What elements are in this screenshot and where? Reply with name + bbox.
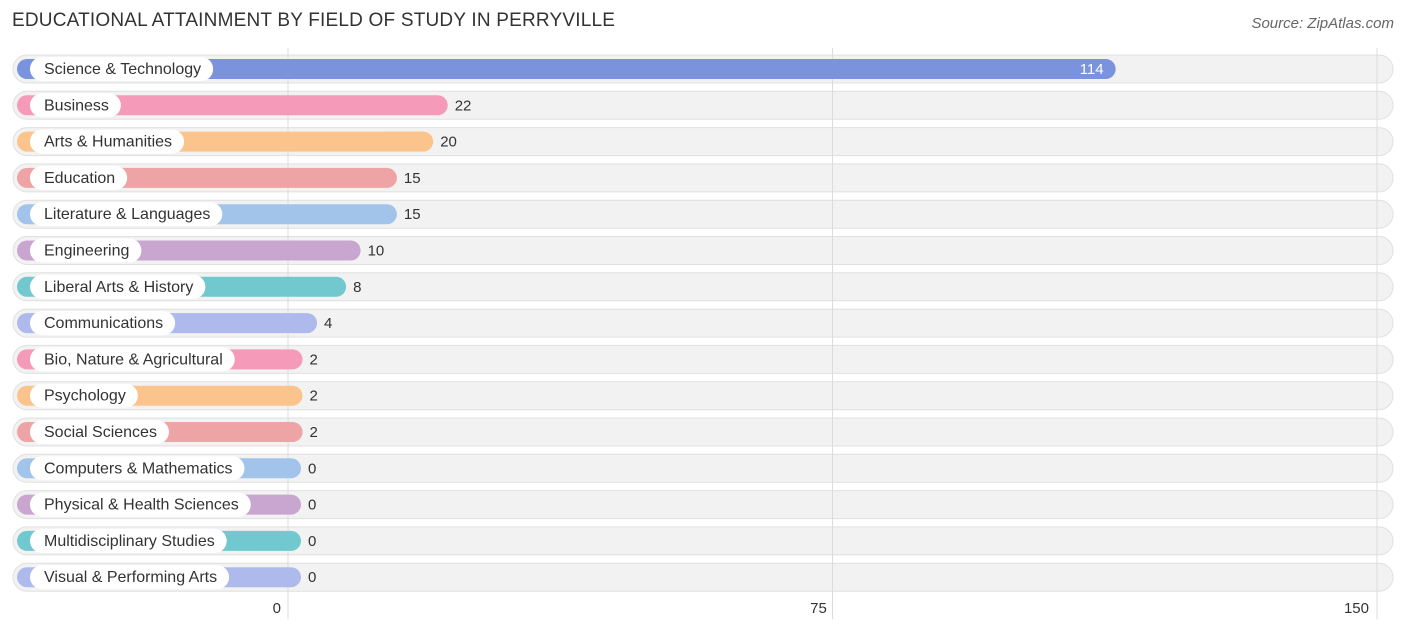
row-background: [12, 490, 1394, 520]
value-label: 8: [353, 279, 361, 296]
category-label-pill: [30, 165, 128, 190]
value-label: 0: [308, 460, 316, 477]
category-label-pill: [30, 492, 251, 517]
category-label: Physical & Health Sciences: [44, 497, 239, 514]
row-background: [12, 344, 1394, 374]
category-label: Computers & Mathematics: [44, 460, 233, 477]
category-label: Social Sciences: [44, 424, 157, 441]
tick-label: 150: [1344, 600, 1369, 617]
category-label: Business: [44, 97, 109, 114]
value-label: 0: [308, 497, 316, 514]
category-label-pill: [30, 57, 214, 81]
category-label: Science & Technology: [44, 61, 201, 78]
value-label: 2: [310, 424, 318, 441]
category-label-pill: [30, 383, 138, 408]
value-label: 2: [310, 351, 318, 368]
value-label: 0: [308, 569, 316, 586]
row-background: [12, 381, 1394, 411]
row-background: [12, 562, 1394, 592]
row-background: [12, 236, 1394, 265]
category-label: Literature & Languages: [44, 206, 210, 223]
category-label-pill: [30, 456, 245, 481]
row-background: [12, 272, 1394, 302]
value-label: 10: [368, 243, 385, 260]
category-label: Engineering: [44, 243, 129, 260]
value-label: 0: [308, 533, 316, 550]
value-label: 22: [455, 97, 472, 114]
category-label-pill: [30, 565, 230, 590]
category-label-pill: [30, 347, 235, 372]
value-label: 114: [1080, 61, 1104, 78]
value-label: 15: [404, 170, 421, 187]
bar: [17, 95, 448, 116]
category-label: Communications: [44, 315, 163, 332]
category-label-pill: [30, 238, 142, 263]
value-label: 2: [310, 388, 318, 405]
category-label: Multidisciplinary Studies: [44, 533, 215, 550]
category-label-pill: [30, 93, 121, 118]
category-label: Arts & Humanities: [44, 134, 172, 151]
category-label-pill: [30, 202, 223, 227]
category-label-pill: [30, 129, 185, 154]
category-label-pill: [30, 311, 176, 336]
category-label-pill: [30, 274, 206, 299]
value-label: 20: [440, 134, 457, 151]
category-label: Liberal Arts & History: [44, 279, 193, 296]
category-label: Education: [44, 170, 115, 187]
row-background: [12, 526, 1394, 556]
category-label: Visual & Performing Arts: [44, 569, 217, 586]
source-label: Source: ZipAtlas.com: [1251, 15, 1394, 32]
category-label: Bio, Nature & Agricultural: [44, 351, 223, 368]
tick-label: 75: [810, 600, 827, 617]
bar: [17, 59, 1116, 79]
value-label: 4: [324, 315, 332, 332]
value-label: 15: [404, 206, 421, 223]
category-label-pill: [30, 528, 227, 553]
row-background: [12, 417, 1394, 447]
tick-label: 0: [273, 600, 281, 617]
category-label: Psychology: [44, 388, 126, 405]
category-label-pill: [30, 420, 169, 444]
row-background: [12, 453, 1394, 483]
chart-title: EDUCATIONAL ATTAINMENT BY FIELD OF STUDY…: [12, 10, 616, 31]
row-background: [12, 308, 1394, 338]
